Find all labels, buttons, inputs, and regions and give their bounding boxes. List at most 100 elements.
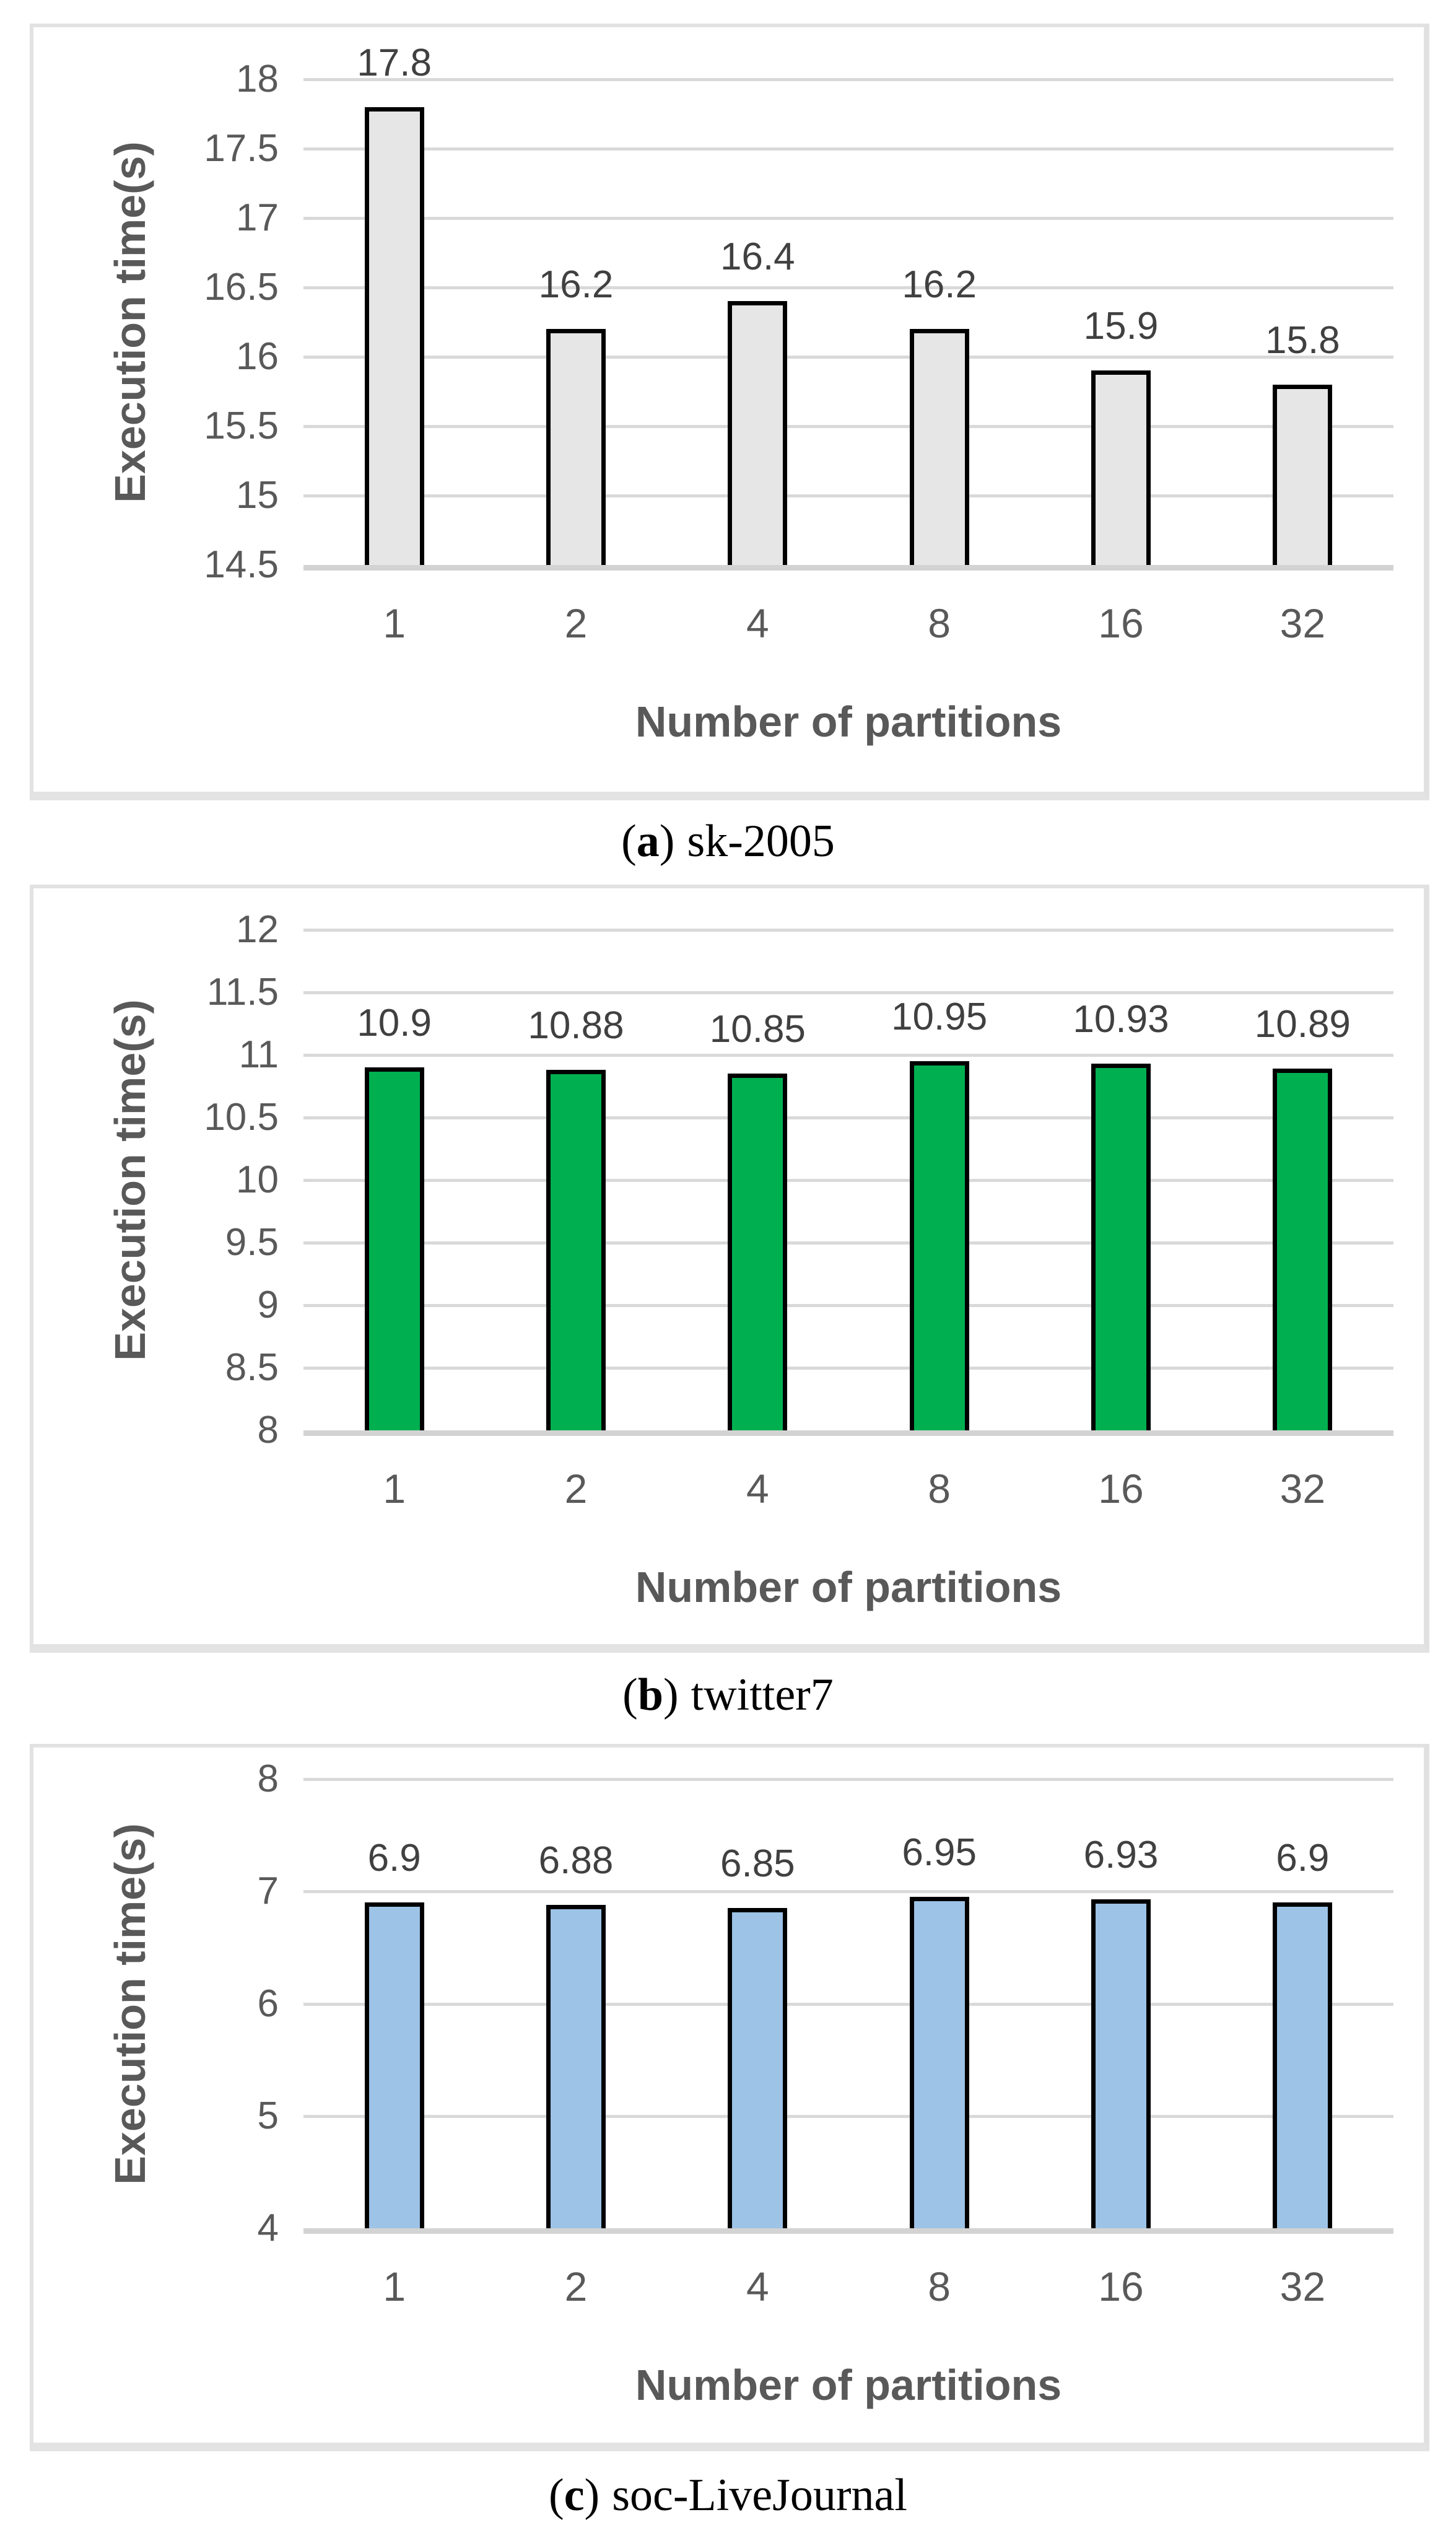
x-axis-title: Number of partitions: [635, 698, 1062, 746]
bar: [1273, 1069, 1333, 1430]
x-tick-label: 16: [1098, 1466, 1144, 1512]
x-tick-label: 1: [383, 1466, 406, 1512]
gridline: [303, 1179, 1393, 1182]
data-label: 6.93: [1083, 1833, 1159, 1876]
x-tick-label: 8: [928, 1466, 951, 1512]
bar: [909, 1061, 969, 1430]
bar: [1091, 370, 1151, 565]
bar: [364, 107, 424, 565]
data-label: 10.85: [709, 1008, 806, 1051]
data-label: 10.89: [1254, 1003, 1351, 1046]
x-tick-label: 4: [746, 600, 769, 646]
y-tick-label: 8: [257, 1757, 279, 1800]
y-tick-label: 9.5: [225, 1221, 279, 1264]
gridline: [303, 1890, 1393, 1894]
gridline: [303, 147, 1393, 151]
x-tick-label: 1: [383, 600, 406, 646]
y-tick-label: 10.5: [204, 1096, 279, 1139]
y-tick-label: 14.5: [204, 543, 279, 586]
bar: [1091, 1899, 1151, 2228]
y-tick-label: 11.5: [206, 971, 279, 1013]
data-label: 6.9: [1276, 1837, 1330, 1880]
y-tick-label: 4: [257, 2207, 279, 2249]
y-tick-label: 15: [236, 474, 279, 517]
data-label: 10.9: [357, 1002, 432, 1045]
bar: [909, 329, 969, 565]
bar: [546, 1905, 606, 2228]
y-tick-label: 9: [257, 1284, 279, 1326]
bar: [546, 1070, 606, 1430]
bar: [1091, 1064, 1151, 1430]
y-tick-label: 5: [257, 2094, 279, 2137]
x-tick-label: 8: [928, 2264, 951, 2309]
gridline: [303, 991, 1393, 994]
bar: [1273, 384, 1333, 565]
figure-caption-a: (a) sk-2005: [0, 813, 1456, 870]
x-tick-label: 4: [746, 1466, 769, 1512]
caption-tag: (c): [549, 2470, 600, 2521]
gridline: [303, 425, 1393, 428]
caption-label: sk-2005: [687, 816, 835, 867]
gridline: [303, 356, 1393, 359]
data-label: 17.8: [357, 41, 432, 84]
gridline: [303, 78, 1393, 81]
bar: [728, 1074, 788, 1430]
bar: [1273, 1902, 1333, 2228]
data-label: 10.88: [528, 1004, 624, 1048]
x-tick-label: 1: [383, 2264, 406, 2309]
bar: [909, 1897, 969, 2228]
gridline: [303, 2114, 1393, 2118]
y-tick-label: 18: [236, 58, 279, 100]
gridline: [303, 929, 1393, 932]
data-label: 16.2: [902, 263, 977, 307]
y-tick-label: 17: [236, 196, 279, 239]
x-tick-label: 4: [746, 2264, 769, 2309]
caption-label: soc-LiveJournal: [612, 2470, 907, 2521]
gridline: [303, 1367, 1393, 1370]
x-tick-label: 32: [1279, 1466, 1326, 1512]
x-tick-label: 8: [928, 600, 951, 646]
data-label: 6.9: [367, 1837, 421, 1880]
data-label: 10.95: [891, 996, 988, 1039]
y-tick-label: 11: [238, 1033, 279, 1076]
data-label: 10.93: [1073, 998, 1169, 1041]
x-tick-label: 2: [564, 600, 588, 646]
y-tick-label: 8: [257, 1409, 279, 1451]
x-axis-line: [303, 565, 1393, 571]
x-tick-label: 32: [1279, 600, 1326, 646]
caption-label: twitter7: [691, 1669, 834, 1720]
y-tick-label: 10: [236, 1158, 279, 1201]
gridline: [303, 2002, 1393, 2006]
gridline: [303, 1116, 1393, 1119]
y-tick-label: 7: [257, 1870, 279, 1913]
data-label: 16.2: [538, 263, 614, 307]
chart-panel-twitter7: Execution time(s) 8 8.5 9 9.5 10 10.5 11 11.5 12…: [30, 885, 1429, 1653]
bar: [546, 329, 606, 565]
data-label: 6.85: [720, 1842, 795, 1886]
x-tick-label: 16: [1098, 600, 1144, 646]
plot-area: 8 8.5 9 9.5 10 10.5 11 11.5 12 10.9 1 10.88 2 10.85 4 1…: [204, 908, 1393, 1512]
y-tick-label: 16: [236, 335, 279, 378]
gridline: [303, 1241, 1393, 1245]
figure-caption-b: (b) twitter7: [0, 1666, 1456, 1723]
x-tick-label: 2: [564, 1466, 588, 1512]
gridline: [303, 286, 1393, 289]
y-tick-label: 17.5: [204, 127, 279, 170]
x-axis-title: Number of partitions: [635, 1563, 1062, 1611]
figure-caption-c: (c) soc-LiveJournal: [0, 2467, 1456, 2524]
y-tick-label: 8.5: [225, 1346, 279, 1389]
gridline: [303, 1304, 1393, 1307]
bar: [364, 1067, 424, 1430]
data-label: 15.9: [1083, 305, 1159, 348]
data-label: 15.8: [1265, 318, 1340, 362]
x-axis-line: [303, 2228, 1393, 2234]
gridline: [303, 1054, 1393, 1057]
plot-area: 14.5 15 15.5 16 16.5 17 17.5 18 17.8 1 16.2 2 16.4 4 1…: [204, 42, 1393, 646]
caption-tag: (b): [622, 1669, 679, 1720]
gridline: [303, 1778, 1393, 1781]
plot-area: 4 5 6 7 8 6.9 1 6.88 2 6.85 4 6.95 8 6.93 16 6.9 32: [258, 1757, 1393, 2309]
data-label: 16.4: [720, 235, 795, 279]
bar: [364, 1902, 424, 2228]
data-label: 6.88: [538, 1839, 614, 1882]
